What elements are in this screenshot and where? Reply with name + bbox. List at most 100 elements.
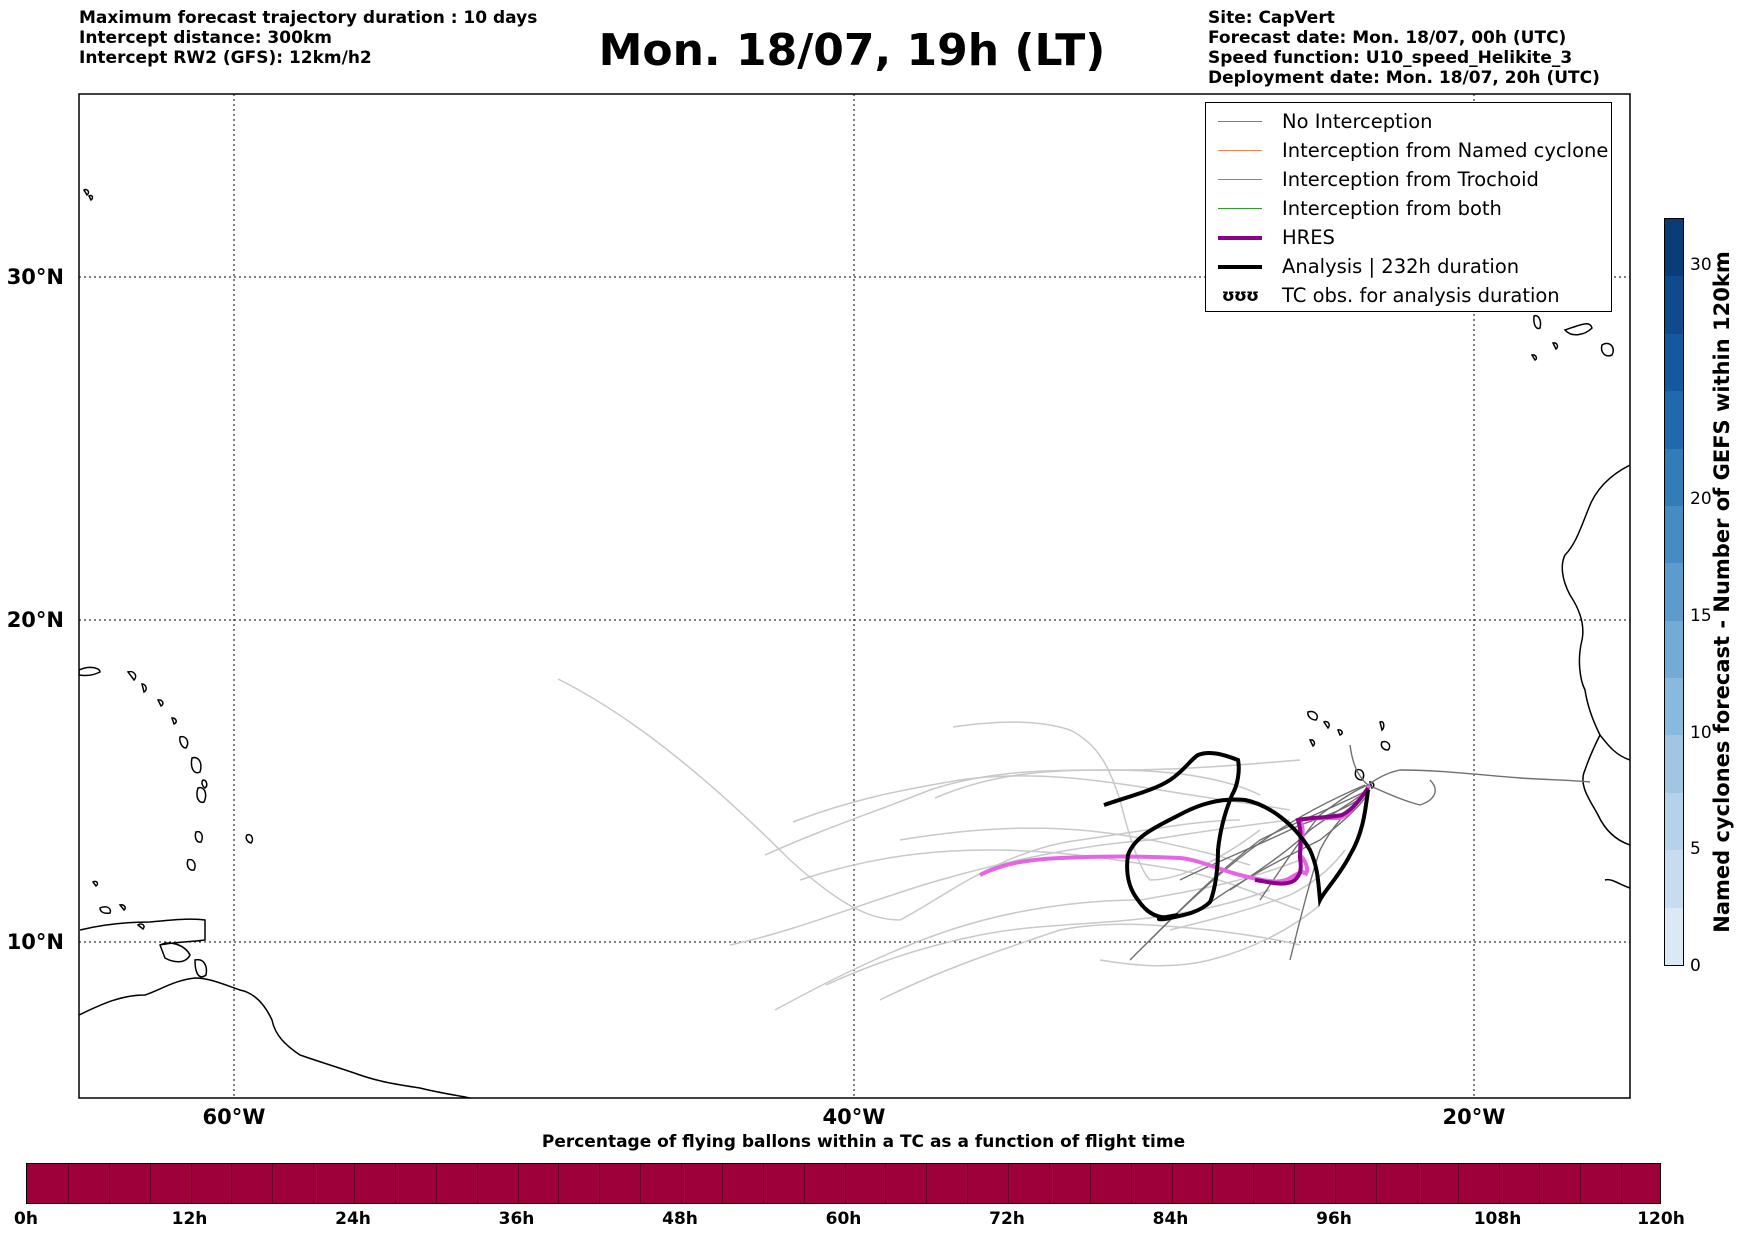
- colorbar-division: [967, 1164, 969, 1203]
- colorbar-division: [558, 1164, 560, 1203]
- cbar-h-tick: 96h: [1316, 1209, 1352, 1229]
- legend-item-tc-obs: ʊʊʊ TC obs. for analysis duration: [1206, 281, 1611, 310]
- coastline-venezuela-islands: [91, 880, 145, 931]
- legend-item-no-interception: No Interception: [1206, 107, 1611, 136]
- coastline-africa-guinea: [1582, 734, 1630, 889]
- colorbar-division: [1621, 1164, 1623, 1203]
- coastline-trinidad-2: [194, 958, 208, 978]
- info-deployment-date: Deployment date: Mon. 18/07, 20h (UTC): [1208, 68, 1600, 88]
- colorbar-segment: [1665, 678, 1683, 736]
- cbar-h-tick: 72h: [989, 1209, 1025, 1229]
- colorbar-segment: [1665, 276, 1683, 334]
- colorbar-segment: [1665, 907, 1683, 965]
- colorbar-division: [885, 1164, 887, 1203]
- trajectory: [1349, 744, 1369, 786]
- cbar-v-tick-10: 10: [1690, 723, 1712, 743]
- colorbar-division: [681, 1164, 682, 1203]
- colorbar-division: [108, 1164, 110, 1203]
- cbar-h-tick: 108h: [1473, 1209, 1522, 1229]
- trajectory: [1367, 769, 1591, 786]
- cbar-h-tick: 120h: [1637, 1209, 1685, 1229]
- legend-label: Interception from Trochoid: [1282, 168, 1539, 191]
- coastline-africa: [1561, 464, 1630, 761]
- cbar-h-tick: 48h: [662, 1209, 698, 1229]
- legend-label: Interception from Named cyclone: [1282, 139, 1609, 162]
- map-frame: [78, 93, 1631, 1099]
- tick-lon-20w: 20°W: [1442, 1105, 1506, 1129]
- colorbar-division: [1171, 1164, 1173, 1203]
- trajectory: [1099, 904, 1321, 967]
- colorbar-division: [1089, 1164, 1091, 1203]
- bottom-colorbar: [26, 1163, 1661, 1204]
- cbar-v-tick-15: 15: [1690, 606, 1712, 626]
- tick-lat-10n: 10°N: [6, 930, 64, 954]
- trajectory: [764, 769, 1261, 856]
- colorbar-division: [1212, 1164, 1214, 1203]
- trajectories-light: [557, 678, 1346, 1011]
- colorbar-division: [517, 1164, 519, 1203]
- coastline-cape-verde: [1307, 710, 1391, 790]
- colorbar-division: [1539, 1164, 1541, 1203]
- legend-label: HRES: [1282, 226, 1335, 249]
- legend-item-hres: HRES: [1206, 223, 1611, 252]
- colorbar-division: [762, 1164, 764, 1203]
- coastline-south-america: [79, 977, 471, 1098]
- header-info-left: Maximum forecast trajectory duration : 1…: [79, 8, 537, 68]
- coastline-north-venezuela: [79, 918, 206, 946]
- tick-lon-40w: 40°W: [822, 1105, 886, 1129]
- colorbar-division: [1580, 1164, 1582, 1203]
- legend-item-named-cyclone: Interception from Named cyclone: [1206, 136, 1611, 165]
- cbar-h-tick: 60h: [825, 1209, 862, 1229]
- colorbar-segment: [1665, 563, 1683, 621]
- coastlines: [79, 188, 1630, 1098]
- colorbar-segment: [1665, 620, 1683, 678]
- trajectory: [1149, 789, 1369, 941]
- colorbar-division: [1335, 1164, 1336, 1203]
- legend-label: Interception from both: [1282, 197, 1502, 220]
- legend-label: TC obs. for analysis duration: [1282, 284, 1560, 307]
- info-speed-function: Speed function: U10_speed_Helikite_3: [1208, 48, 1573, 68]
- gridlines: [79, 94, 1630, 1098]
- colorbar-division: [1130, 1164, 1132, 1203]
- colorbar-division: [926, 1164, 928, 1203]
- trajectory: [899, 827, 1251, 866]
- cbar-v-tick-20: 20: [1690, 489, 1712, 509]
- cbar-h-tick: 12h: [171, 1209, 208, 1229]
- colorbar-segment: [1665, 735, 1683, 793]
- colorbar-division: [394, 1164, 396, 1203]
- colorbar-division: [1416, 1164, 1418, 1203]
- trajectory: [879, 923, 1301, 1001]
- right-colorbar-label: Named cyclones forecast - Number of GEFS…: [1710, 251, 1734, 933]
- header-info-right: Site: CapVert Forecast date: Mon. 18/07,…: [1208, 8, 1600, 88]
- tick-lon-60w: 60°W: [202, 1105, 266, 1129]
- legend-item-both: Interception from both: [1206, 194, 1611, 223]
- coastline-azores: [82, 188, 94, 202]
- colorbar-division: [1048, 1164, 1050, 1203]
- colorbar-division: [435, 1164, 437, 1203]
- colorbar-division: [272, 1164, 274, 1203]
- page-title: Mon. 18/07, 19h (LT): [598, 25, 1106, 76]
- map-content: [79, 94, 1630, 1098]
- colorbar-segment: [1665, 850, 1683, 908]
- colorbar-division: [1294, 1164, 1296, 1203]
- cbar-v-tick-5: 5: [1690, 839, 1701, 859]
- cbar-v-tick-0: 0: [1690, 956, 1701, 976]
- trajectory: [825, 889, 1271, 986]
- cbar-h-tick: 0h: [14, 1209, 38, 1229]
- analysis-trajectory: [1103, 750, 1370, 922]
- cbar-h-tick: 36h: [498, 1209, 535, 1229]
- trajectory: [799, 849, 1301, 911]
- legend-item-analysis: Analysis | 232h duration: [1206, 252, 1611, 281]
- info-forecast-date: Forecast date: Mon. 18/07, 00h (UTC): [1208, 28, 1567, 48]
- colorbar-segment: [1665, 333, 1683, 392]
- colorbar-division: [1498, 1164, 1500, 1203]
- tc-symbol-icon: ʊʊʊ: [1221, 285, 1259, 306]
- trajectory: [729, 819, 1291, 946]
- colorbar-division: [721, 1164, 723, 1203]
- trajectories-dark: [1129, 744, 1591, 961]
- colorbar-segment: [1665, 219, 1683, 277]
- colorbar-division: [476, 1164, 478, 1203]
- colorbar-division: [1253, 1164, 1255, 1203]
- colorbar-division: [1457, 1164, 1459, 1203]
